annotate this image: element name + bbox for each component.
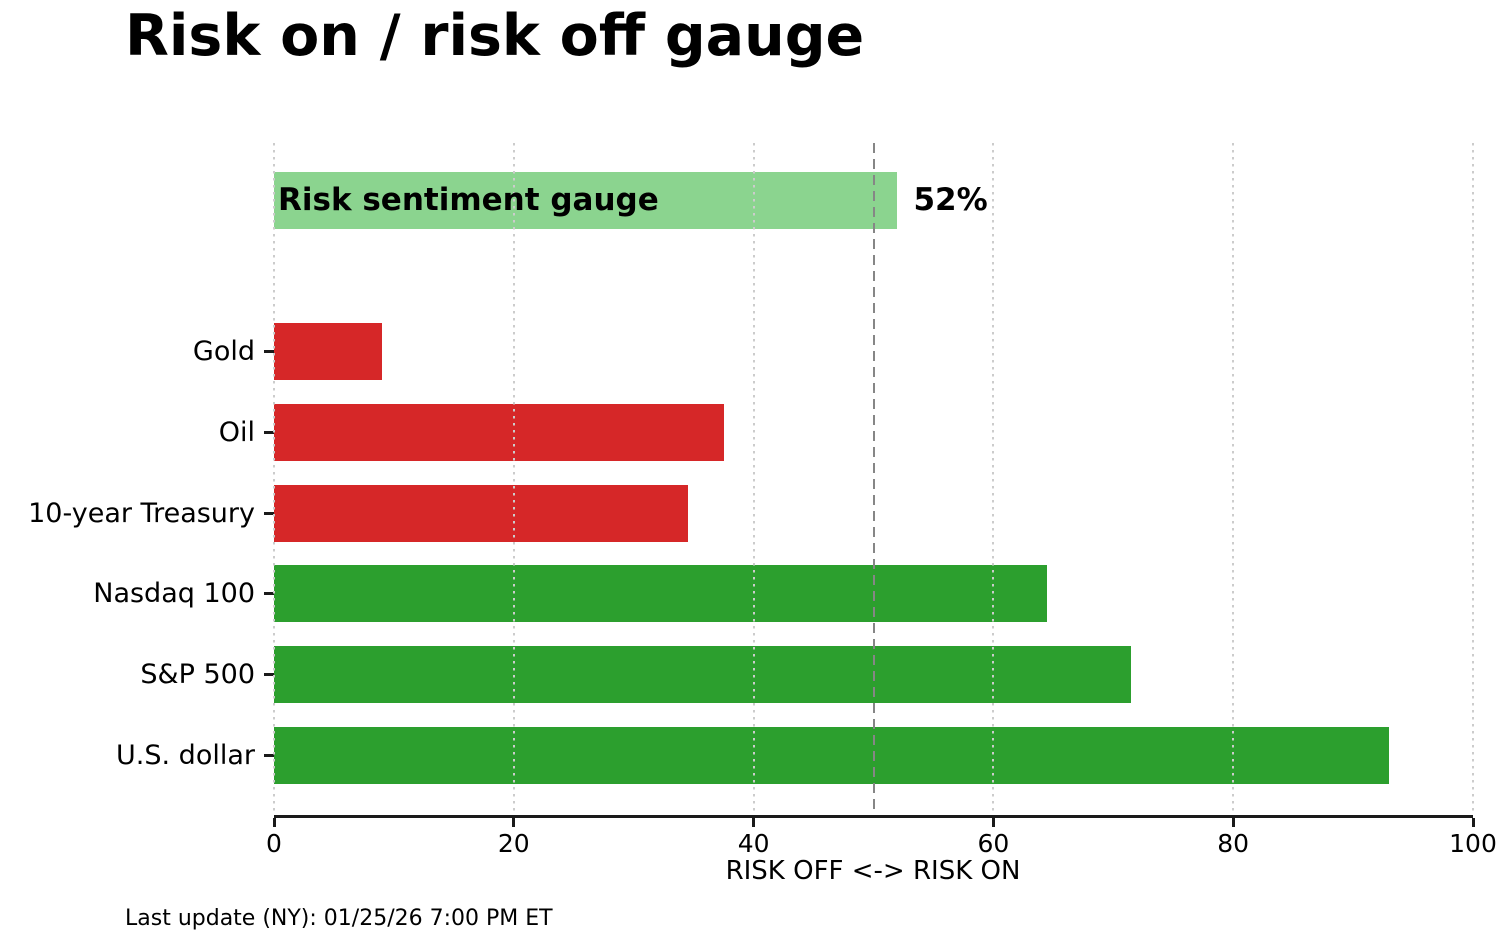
grid-line <box>1472 143 1474 815</box>
bar-row: S&P 500 <box>140 646 1473 703</box>
y-tick-mark <box>264 673 274 676</box>
bar-row: Nasdaq 100 <box>93 565 1473 622</box>
y-axis-label: Oil <box>218 417 255 448</box>
grid-line <box>752 143 755 815</box>
last-update-note: Last update (NY): 01/25/26 7:00 PM ET <box>125 906 553 931</box>
x-tick-mark <box>272 818 276 827</box>
value-bar <box>274 646 1132 703</box>
value-bar <box>274 565 1048 622</box>
x-tick-label: 0 <box>266 829 282 858</box>
x-tick-label: 20 <box>497 829 530 858</box>
y-tick-mark <box>264 592 274 595</box>
bar-row: Oil <box>219 404 1473 461</box>
x-tick-label: 100 <box>1449 829 1497 858</box>
gauge-label: Risk sentiment gauge <box>278 182 659 218</box>
x-axis-label: RISK OFF <-> RISK ON <box>725 856 1021 886</box>
y-tick-mark <box>264 431 274 434</box>
value-bar <box>274 323 382 380</box>
y-axis-label: 10-year Treasury <box>28 498 255 529</box>
bar-row: 10-year Treasury <box>28 485 1473 542</box>
y-axis-label: S&P 500 <box>140 659 255 690</box>
x-tick-mark <box>512 818 516 827</box>
value-bar <box>274 485 688 542</box>
grid-line <box>273 143 275 815</box>
value-bar <box>274 727 1390 784</box>
x-tick-mark <box>1471 818 1475 827</box>
gauge-bar <box>274 172 898 229</box>
y-tick-mark <box>264 512 274 515</box>
bar-row: U.S. dollar <box>116 727 1473 784</box>
grid-line <box>512 143 515 815</box>
x-tick-label: 80 <box>1217 829 1250 858</box>
y-axis-label: U.S. dollar <box>116 740 255 771</box>
bar-row: Gold <box>193 323 1473 380</box>
chart-title: Risk on / risk off gauge <box>125 3 865 69</box>
x-tick-mark <box>1231 818 1235 827</box>
grid-line <box>1232 143 1235 815</box>
y-axis-label: Gold <box>192 336 255 367</box>
value-bar <box>274 404 724 461</box>
y-axis-label: Nasdaq 100 <box>93 578 255 609</box>
grid-line <box>992 143 995 815</box>
threshold-line <box>872 143 875 815</box>
y-tick-mark <box>264 754 274 757</box>
y-tick-mark <box>264 350 274 353</box>
x-tick-label: 60 <box>977 829 1010 858</box>
x-tick-label: 40 <box>737 829 770 858</box>
gauge-row: Risk sentiment gauge 52% <box>274 172 1473 229</box>
gauge-value-label: 52% <box>913 182 988 218</box>
plot-area: 0 20 40 60 80 100 Risk sentiment gauge 52% Gold O… <box>28 143 1497 858</box>
x-tick-mark <box>991 818 995 827</box>
x-tick-mark <box>752 818 756 827</box>
